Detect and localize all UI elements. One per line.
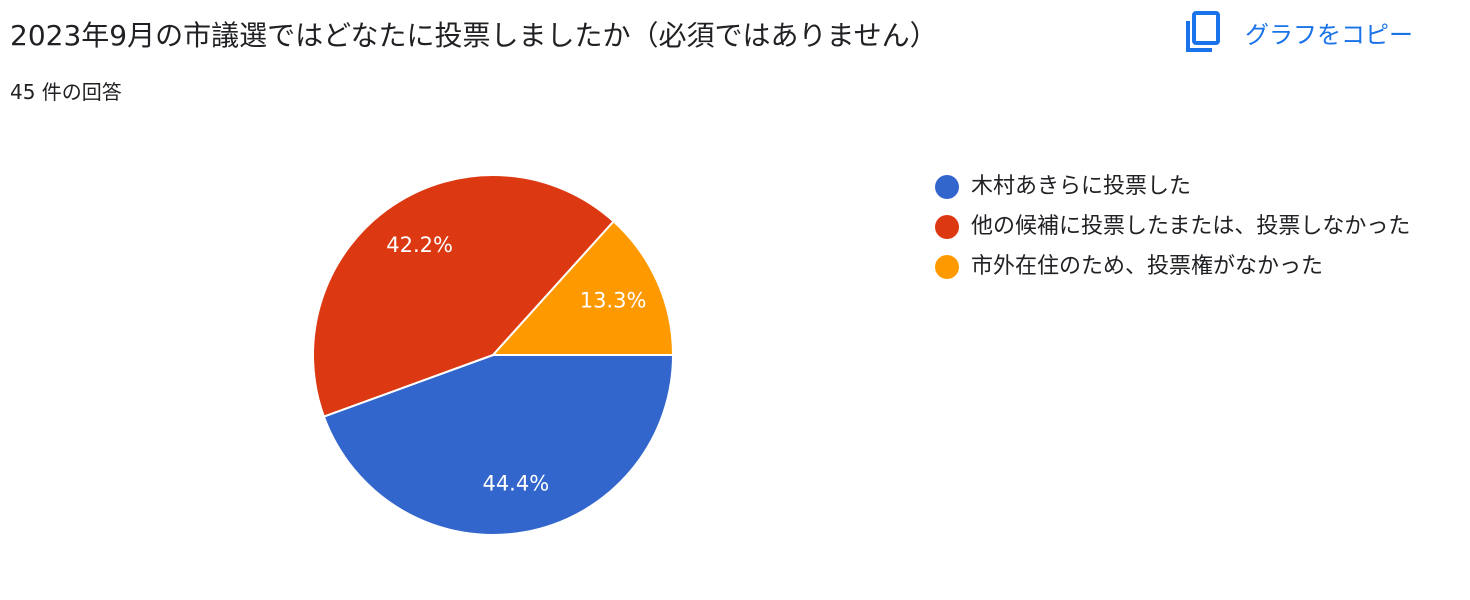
legend-swatch — [935, 255, 959, 279]
copy-chart-button[interactable]: グラフをコピー — [1183, 10, 1453, 54]
copy-icon — [1183, 10, 1223, 54]
pie-slice — [490, 219, 675, 356]
chart-legend: 木村あきらに投票した 他の候補に投票したまたは、投票しなかった 市外在住のため、… — [935, 170, 1435, 290]
pie-slice — [312, 174, 616, 418]
legend-swatch — [935, 175, 959, 199]
pie-data-label: 13.3% — [580, 289, 647, 313]
legend-item: 木村あきらに投票した — [935, 170, 1435, 204]
legend-swatch — [935, 215, 959, 239]
legend-item: 市外在住のため、投票権がなかった — [935, 250, 1435, 284]
pie-data-label: 44.4% — [482, 471, 549, 495]
pie-slice — [322, 354, 675, 536]
response-count: 45 件の回答 — [10, 80, 122, 104]
legend-label: 市外在住のため、投票権がなかった — [971, 254, 1324, 279]
legend-label: 他の候補に投票したまたは、投票しなかった — [971, 214, 1411, 239]
copy-chart-label: グラフをコピー — [1245, 20, 1413, 49]
legend-item: 他の候補に投票したまたは、投票しなかった — [935, 210, 1435, 244]
pie-data-label: 42.2% — [386, 233, 453, 257]
chart-title: 2023年9月の市議選ではどなたに投票しましたか（必須ではありません） — [10, 19, 938, 52]
legend-label: 木村あきらに投票した — [971, 174, 1192, 199]
